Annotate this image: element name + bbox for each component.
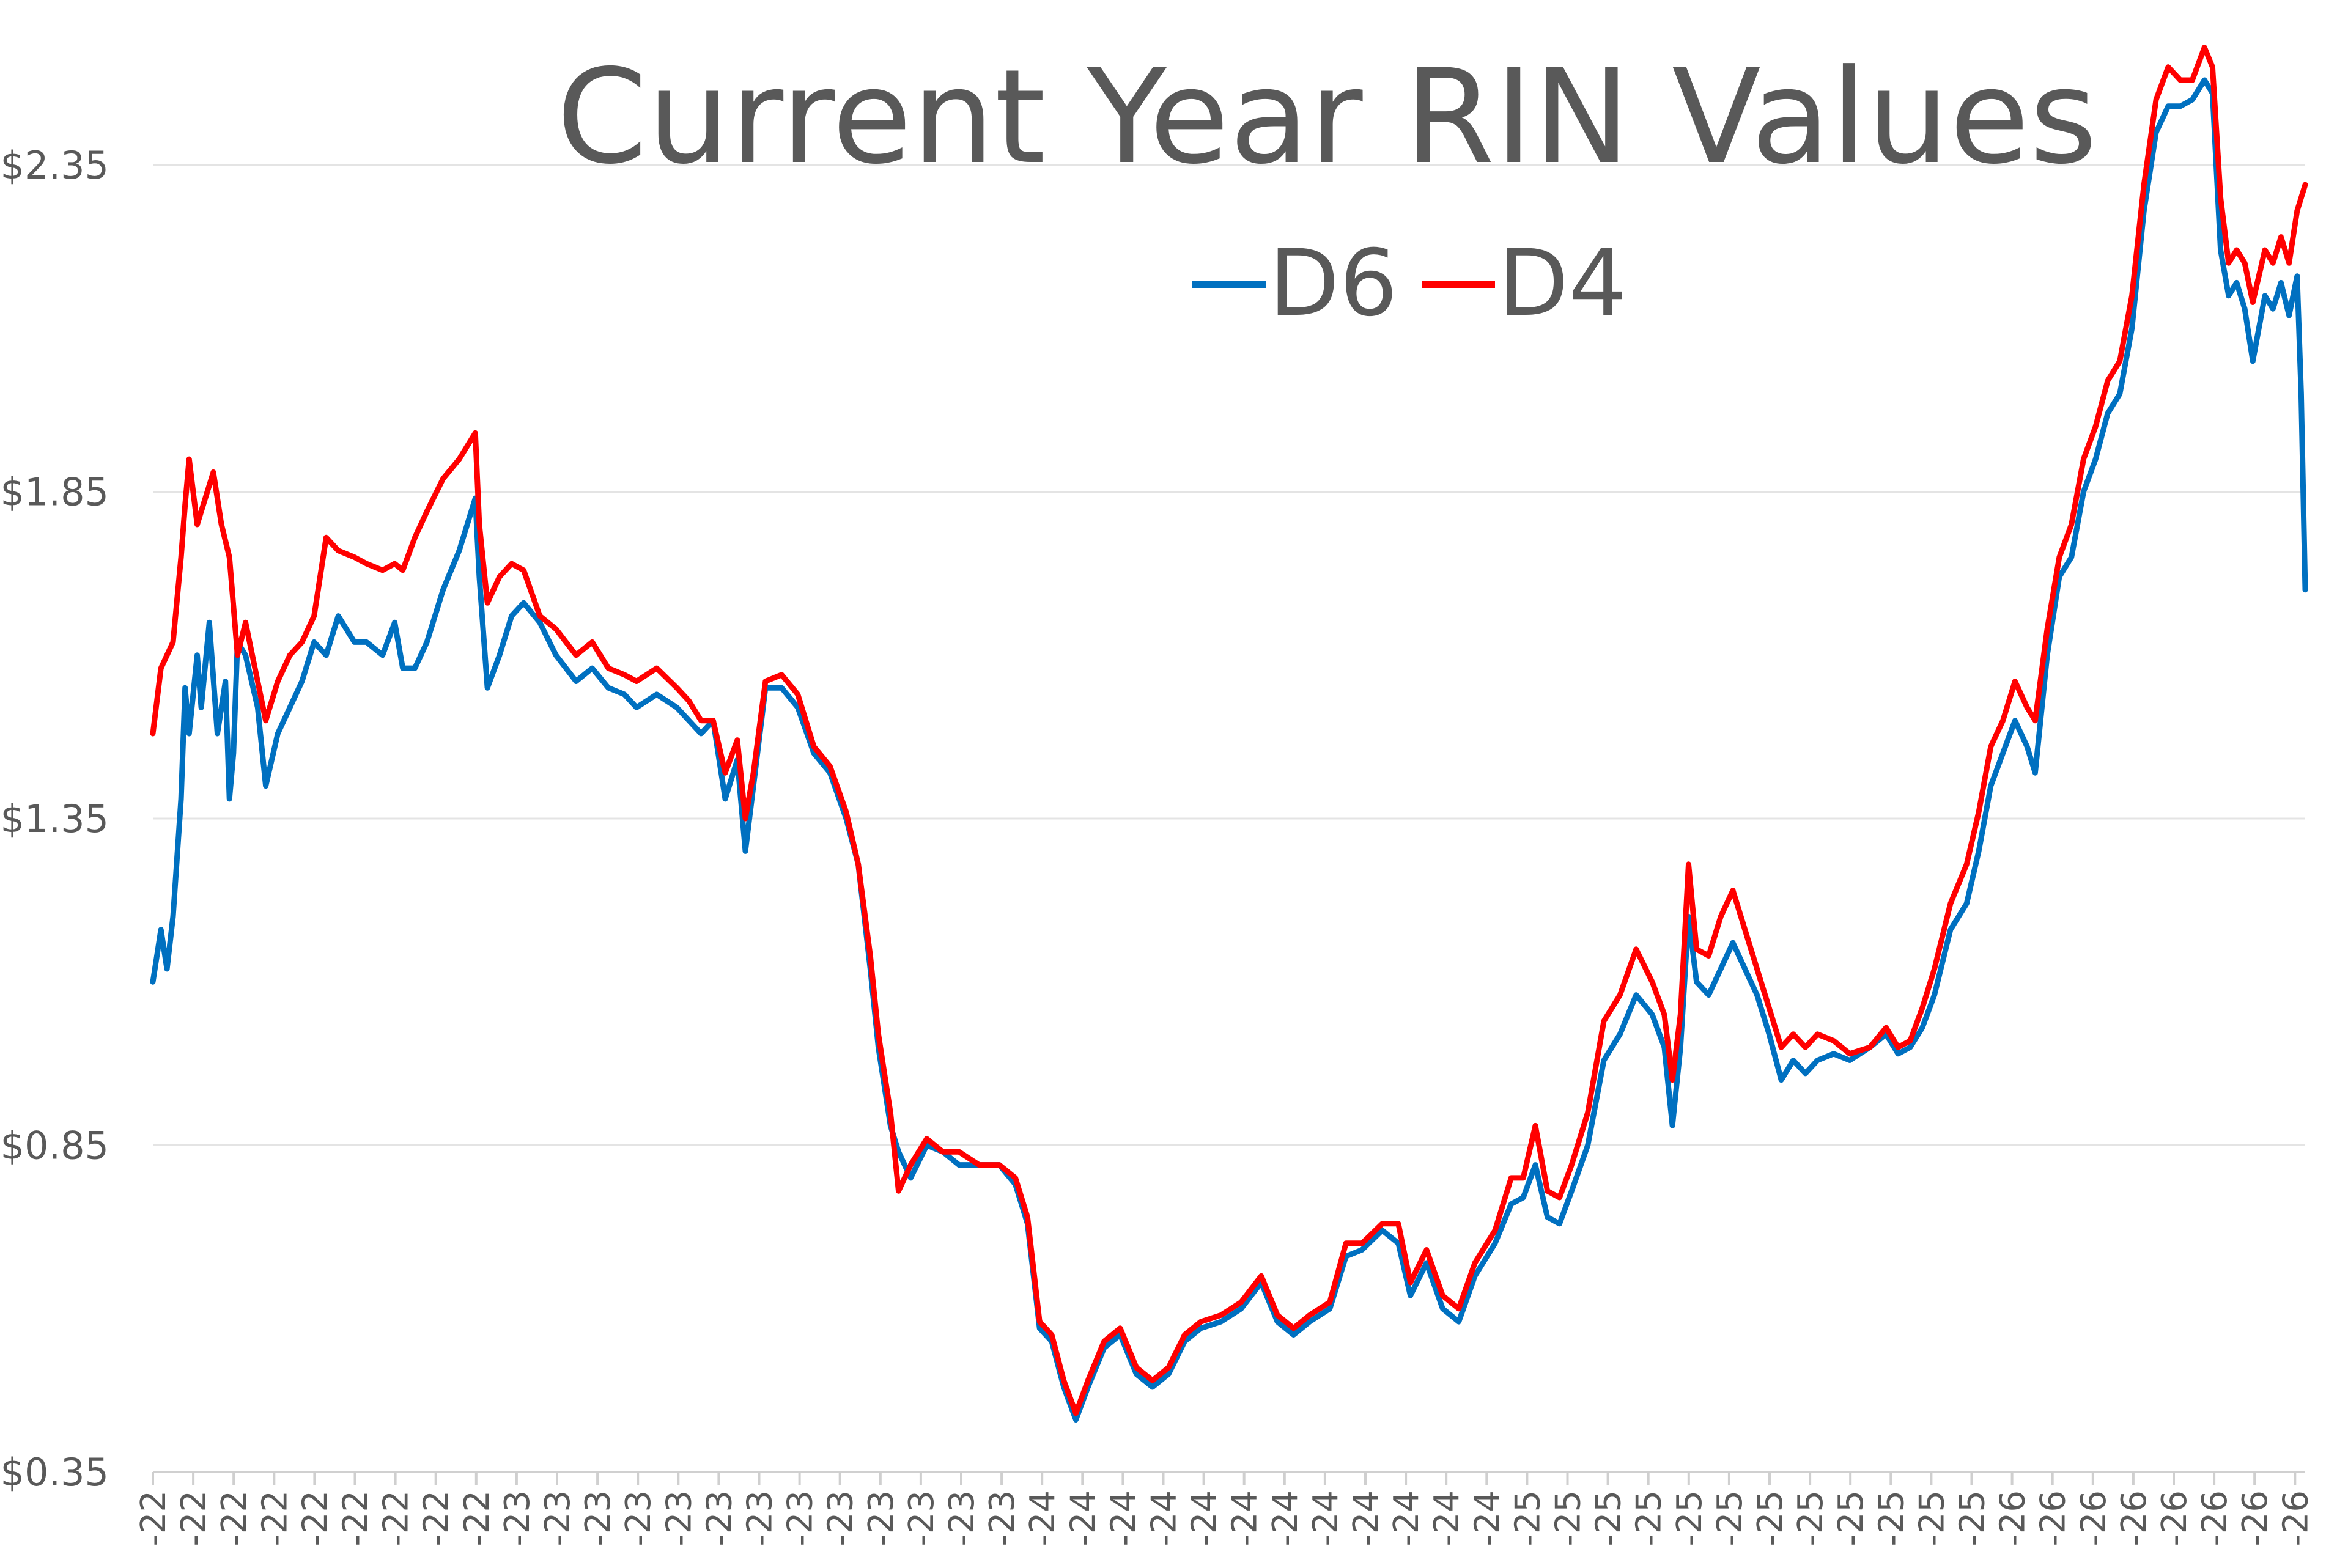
x-tick-label: -23: [538, 1490, 578, 1546]
legend-label-d6: D6: [1269, 230, 1398, 337]
chart-title: Current Year RIN Values: [556, 42, 2097, 193]
x-tick-label: -25: [1670, 1490, 1710, 1546]
x-tick-label: -24: [1104, 1490, 1143, 1546]
x-tick-label: -23: [659, 1490, 699, 1546]
x-tick-label: -22: [336, 1490, 376, 1546]
x-tick-label: -23: [498, 1490, 537, 1546]
x-tick-label: -25: [1791, 1490, 1831, 1546]
x-tick-label: -22: [215, 1490, 254, 1546]
legend: D6 D4: [1192, 230, 1627, 337]
x-tick-label: -26: [2195, 1490, 2235, 1546]
x-tick-label: -26: [2074, 1490, 2114, 1546]
x-tick-label: -24: [1468, 1490, 1507, 1546]
series-lines: [150, 45, 2308, 1423]
x-tick-label: -24: [1063, 1490, 1103, 1546]
x-tick-label: -22: [174, 1490, 214, 1546]
x-tick-label: -24: [1266, 1490, 1305, 1546]
x-tick-label: -23: [983, 1490, 1022, 1546]
x-tick-label: -26: [2276, 1490, 2316, 1546]
x-tick-label: -24: [1023, 1490, 1063, 1546]
x-tick-label: -23: [740, 1490, 780, 1546]
x-tick-label: -25: [1710, 1490, 1750, 1546]
x-tick-label: -26: [2114, 1490, 2154, 1546]
x-tick-label: -26: [2155, 1490, 2195, 1546]
x-tick-label: -25: [1831, 1490, 1871, 1546]
x-tick-label: -25: [1751, 1490, 1790, 1546]
x-tick-label: -24: [1427, 1490, 1467, 1546]
gridlines: [153, 164, 2305, 1146]
x-tick-label: -25: [1630, 1490, 1669, 1546]
x-tick-label: -24: [1145, 1490, 1184, 1546]
series-line-d4: [150, 45, 2308, 1416]
x-tick-label: -25: [1912, 1490, 1952, 1546]
legend-item-d6[interactable]: D6: [1192, 230, 1398, 337]
x-tick-label: -23: [700, 1490, 739, 1546]
x-tick-label: -24: [1306, 1490, 1346, 1546]
y-axis-tick-labels: $0.35 $0.85 $1.35 $1.85 $2.35: [1, 143, 109, 1495]
x-tick-label: -23: [902, 1490, 942, 1546]
series-line-d6: [150, 77, 2308, 1423]
x-tick-label: -24: [1346, 1490, 1386, 1546]
y-tick-label: $2.35: [1, 143, 109, 188]
x-tick-label: -26: [2034, 1490, 2073, 1546]
x-tick-label: -23: [619, 1490, 659, 1546]
x-tick-label: -24: [1225, 1490, 1265, 1546]
x-tick-label: -23: [942, 1490, 982, 1546]
x-tick-label: -25: [1549, 1490, 1589, 1546]
x-tick-label: -24: [1185, 1490, 1225, 1546]
x-tick-label: -22: [134, 1490, 174, 1546]
x-tick-label: -23: [862, 1490, 901, 1546]
x-tick-label: -25: [1589, 1490, 1629, 1546]
y-tick-label: $1.35: [1, 797, 109, 841]
y-tick-label: $0.35: [1, 1450, 109, 1495]
x-tick-label: -25: [1872, 1490, 1911, 1546]
x-axis-tick-labels: -22 -22 -22 -22 -22 -22 -22 -22 -22 -23 -23 -23 -23-…: [134, 1472, 2316, 1546]
x-tick-label: -22: [457, 1490, 497, 1546]
x-tick-label: -22: [417, 1490, 457, 1546]
x-tick-label: -25: [1953, 1490, 1993, 1546]
x-tick-label: -23: [578, 1490, 618, 1546]
x-tick-label: -24: [1387, 1490, 1427, 1546]
x-tick-label: -26: [1993, 1490, 2033, 1546]
x-tick-label: -22: [255, 1490, 295, 1546]
legend-item-d4[interactable]: D4: [1422, 230, 1627, 337]
x-tick-label: -23: [781, 1490, 821, 1546]
legend-label-d4: D4: [1498, 230, 1627, 337]
x-tick-label: -23: [821, 1490, 861, 1546]
x-tick-label: -26: [2235, 1490, 2275, 1546]
x-tick-label: -25: [1508, 1490, 1548, 1546]
x-tick-label: -22: [295, 1490, 335, 1546]
y-tick-label: $1.85: [1, 470, 109, 515]
y-tick-label: $0.85: [1, 1124, 109, 1168]
x-tick-label: -22: [377, 1490, 416, 1546]
